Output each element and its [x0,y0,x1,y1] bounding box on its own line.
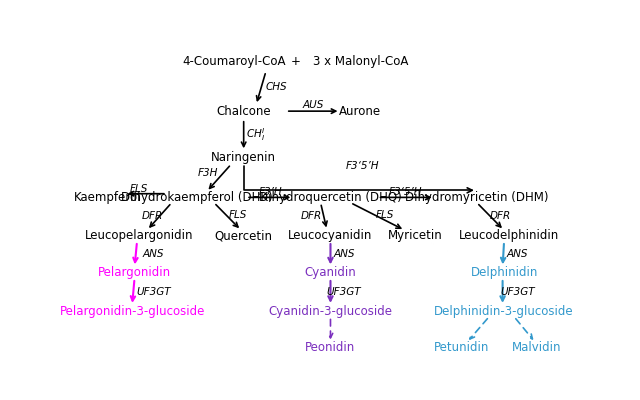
Text: Cyanidin: Cyanidin [305,266,356,279]
Text: Leucodelphinidin: Leucodelphinidin [459,229,559,242]
Text: Petunidin: Petunidin [434,341,490,354]
Text: Cyanidin-3-glucoside: Cyanidin-3-glucoside [269,305,392,318]
Text: UF3GT: UF3GT [500,287,535,297]
Text: F3‘5’H: F3‘5’H [389,187,422,197]
Text: Pelargonidin: Pelargonidin [98,266,171,279]
Text: CHS: CHS [265,82,287,92]
Text: DFR: DFR [490,211,511,221]
Text: Aurone: Aurone [339,105,381,118]
Text: ANS: ANS [507,249,528,259]
Text: FLS: FLS [376,210,394,220]
Text: ANS: ANS [143,249,164,259]
Text: Dihydromyricetin (DHM): Dihydromyricetin (DHM) [405,191,548,204]
Text: Leucocyanidin: Leucocyanidin [288,229,372,242]
Text: FLS: FLS [129,184,148,194]
Text: DFR: DFR [301,211,323,221]
Text: F3’H: F3’H [259,187,283,197]
Text: 3 x Malonyl-CoA: 3 x Malonyl-CoA [312,55,408,68]
Text: Peonidin: Peonidin [305,341,356,354]
Text: UF3GT: UF3GT [326,287,361,297]
Text: Delphinidin: Delphinidin [470,266,538,279]
Text: Dihydroquercetin (DHQ): Dihydroquercetin (DHQ) [259,191,402,204]
Text: Delphinidin-3-glucoside: Delphinidin-3-glucoside [435,305,574,318]
Text: Quercetin: Quercetin [214,229,273,242]
Text: F3H: F3H [198,168,218,178]
Text: $CH_I^I$: $CH_I^I$ [246,126,266,143]
Text: Leucopelargonidin: Leucopelargonidin [85,229,194,242]
Text: F3‘5’H: F3‘5’H [346,161,380,171]
Text: UF3GT: UF3GT [136,287,171,297]
Text: DFR: DFR [141,211,163,221]
Text: 4-Coumaroyl-CoA: 4-Coumaroyl-CoA [182,55,285,68]
Text: Chalcone: Chalcone [216,105,271,118]
Text: +: + [291,55,301,68]
Text: Malvidin: Malvidin [511,341,561,354]
Text: Myricetin: Myricetin [387,229,442,242]
Text: ANS: ANS [333,249,355,259]
Text: Naringenin: Naringenin [211,151,276,164]
Text: Dihydrokaempferol (DHK): Dihydrokaempferol (DHK) [121,191,273,204]
Text: Pelargonidin-3-glucoside: Pelargonidin-3-glucoside [60,305,205,318]
Text: Kaempferol: Kaempferol [74,191,141,204]
Text: FLS: FLS [228,210,247,220]
Text: AUS: AUS [303,100,324,110]
